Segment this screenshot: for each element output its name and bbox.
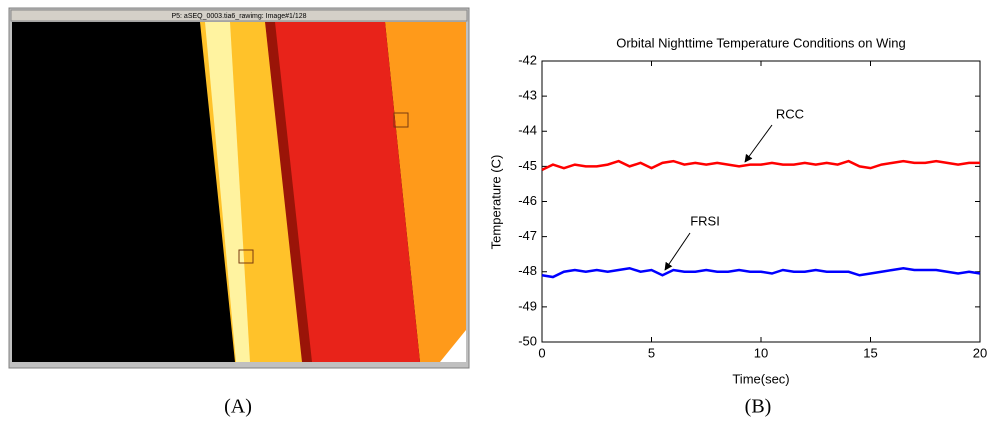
y-axis-label: Temperature (C) <box>488 155 503 250</box>
caption: (A) <box>224 396 252 418</box>
window-title: P5: aSEQ_0003.tia6_rawimg: Image#1/128 <box>171 13 306 20</box>
y-tick-label: -45 <box>518 158 537 173</box>
x-tick-label: 15 <box>863 345 877 360</box>
plot-area <box>541 60 981 343</box>
caption: (B) <box>745 396 772 418</box>
x-tick-label: 0 <box>538 345 545 360</box>
y-tick-label: -48 <box>518 263 537 278</box>
thermal-image-window: P5: aSEQ_0003.tia6_rawimg: Image#1/128 <box>8 7 470 369</box>
x-tick-label: 10 <box>754 345 768 360</box>
annotation: FRSI <box>690 213 720 228</box>
y-tick-label: -49 <box>518 298 537 313</box>
roi-box <box>393 112 409 128</box>
annotation: RCC <box>776 106 804 121</box>
title-bar <box>10 9 468 22</box>
white-corner <box>440 330 466 362</box>
y-tick-label: -42 <box>518 52 537 67</box>
series-line <box>541 266 981 279</box>
roi-box <box>238 249 254 264</box>
x-tick-label: 20 <box>973 345 987 360</box>
annotation-arrow <box>664 232 691 271</box>
orange-region <box>385 22 466 362</box>
y-tick-label: -43 <box>518 88 537 103</box>
y-tick-label: -47 <box>518 228 537 243</box>
annotation-arrow <box>744 124 773 163</box>
dark-seam <box>265 22 312 362</box>
y-tick-label: -46 <box>518 193 537 208</box>
x-tick-label: 5 <box>648 345 655 360</box>
x-axis-label: Time(sec) <box>732 371 789 386</box>
y-tick-label: -44 <box>518 123 537 138</box>
chart-title: Orbital Nighttime Temperature Conditions… <box>616 35 906 50</box>
series-line <box>541 159 980 172</box>
bright-edge <box>205 22 250 362</box>
y-tick-label: -50 <box>518 333 537 348</box>
